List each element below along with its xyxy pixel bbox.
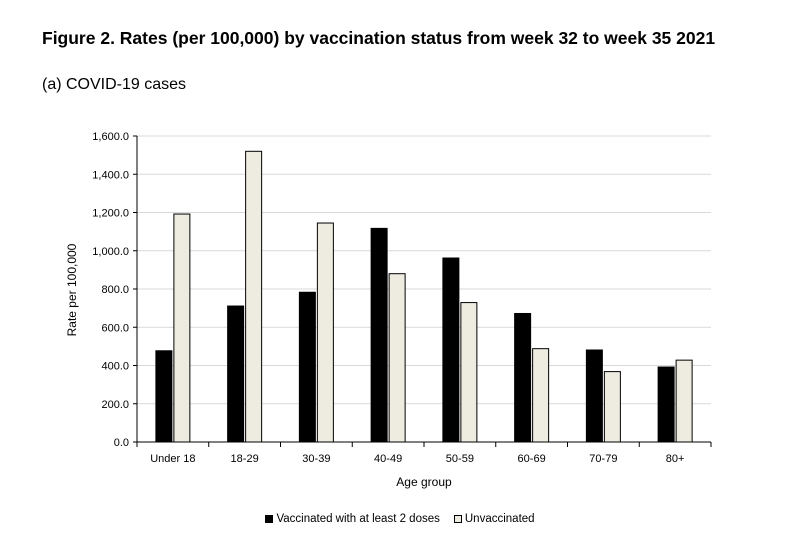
legend-swatch-unvaccinated <box>453 515 462 523</box>
y-tick-label: 1,000.0 <box>92 246 129 258</box>
y-tick-label: 0.0 <box>114 437 129 449</box>
bar-vaccinated <box>585 349 603 443</box>
y-tick-label: 800.0 <box>101 284 129 296</box>
legend-item-vaccinated: Vaccinated with at least 2 doses <box>265 513 440 525</box>
figure-subtitle: (a) COVID-19 cases <box>42 76 187 93</box>
bar-vaccinated <box>442 257 460 443</box>
bar-unvaccinated <box>388 273 406 443</box>
bar-unvaccinated <box>316 222 334 443</box>
x-tick-label: 50-59 <box>446 453 474 465</box>
bar-vaccinated <box>370 227 388 443</box>
x-tick-label: 18-29 <box>231 453 259 465</box>
bar-unvaccinated <box>603 371 621 443</box>
x-tick-label: 30-39 <box>302 453 330 465</box>
legend-label-vaccinated: Vaccinated with at least 2 doses <box>276 513 440 525</box>
bar-vaccinated <box>514 312 532 443</box>
bar-vaccinated <box>227 305 245 443</box>
x-tick-label: 70-79 <box>589 453 617 465</box>
bars <box>155 150 693 443</box>
legend-label-unvaccinated: Unvaccinated <box>464 513 535 525</box>
bar-unvaccinated <box>532 348 550 443</box>
bar-unvaccinated <box>675 359 693 443</box>
y-tick-label: 200.0 <box>101 399 129 411</box>
bar-unvaccinated <box>245 150 263 443</box>
y-axis-label: Rate per 100,000 <box>65 243 79 336</box>
x-tick-label: Under 18 <box>150 453 195 465</box>
bar-vaccinated <box>298 291 316 443</box>
figure-title: Figure 2. Rates (per 100,000) by vaccina… <box>42 28 716 48</box>
legend-swatch-vaccinated <box>265 515 274 523</box>
x-tick-label: 80+ <box>666 453 685 465</box>
bar-unvaccinated <box>460 302 478 443</box>
x-tick-label: 40-49 <box>374 453 402 465</box>
bar-vaccinated <box>657 366 675 443</box>
x-tick-labels: Under 18 18-29 30-39 40-49 50-59 60-69 70-79 80… <box>150 453 684 465</box>
y-tick-label: 1,600.0 <box>92 131 129 143</box>
y-tick-label: 400.0 <box>101 361 129 373</box>
x-axis-label: Age group <box>396 475 452 489</box>
y-tick-label: 1,400.0 <box>92 169 129 181</box>
bar-vaccinated <box>155 350 173 443</box>
x-tick-label: 60-69 <box>518 453 546 465</box>
bar-unvaccinated <box>173 213 191 443</box>
y-tick-label: 600.0 <box>101 322 129 334</box>
axes <box>133 135 712 447</box>
gridlines <box>137 135 711 405</box>
y-tick-label: 1,200.0 <box>92 208 129 220</box>
y-tick-labels: 0.0 200.0 400.0 600.0 800.0 1,000.0 1,200.0 1,4… <box>92 131 129 449</box>
legend: Vaccinated with at least 2 doses Unvacci… <box>0 513 800 525</box>
legend-item-unvaccinated: Unvaccinated <box>453 513 535 525</box>
